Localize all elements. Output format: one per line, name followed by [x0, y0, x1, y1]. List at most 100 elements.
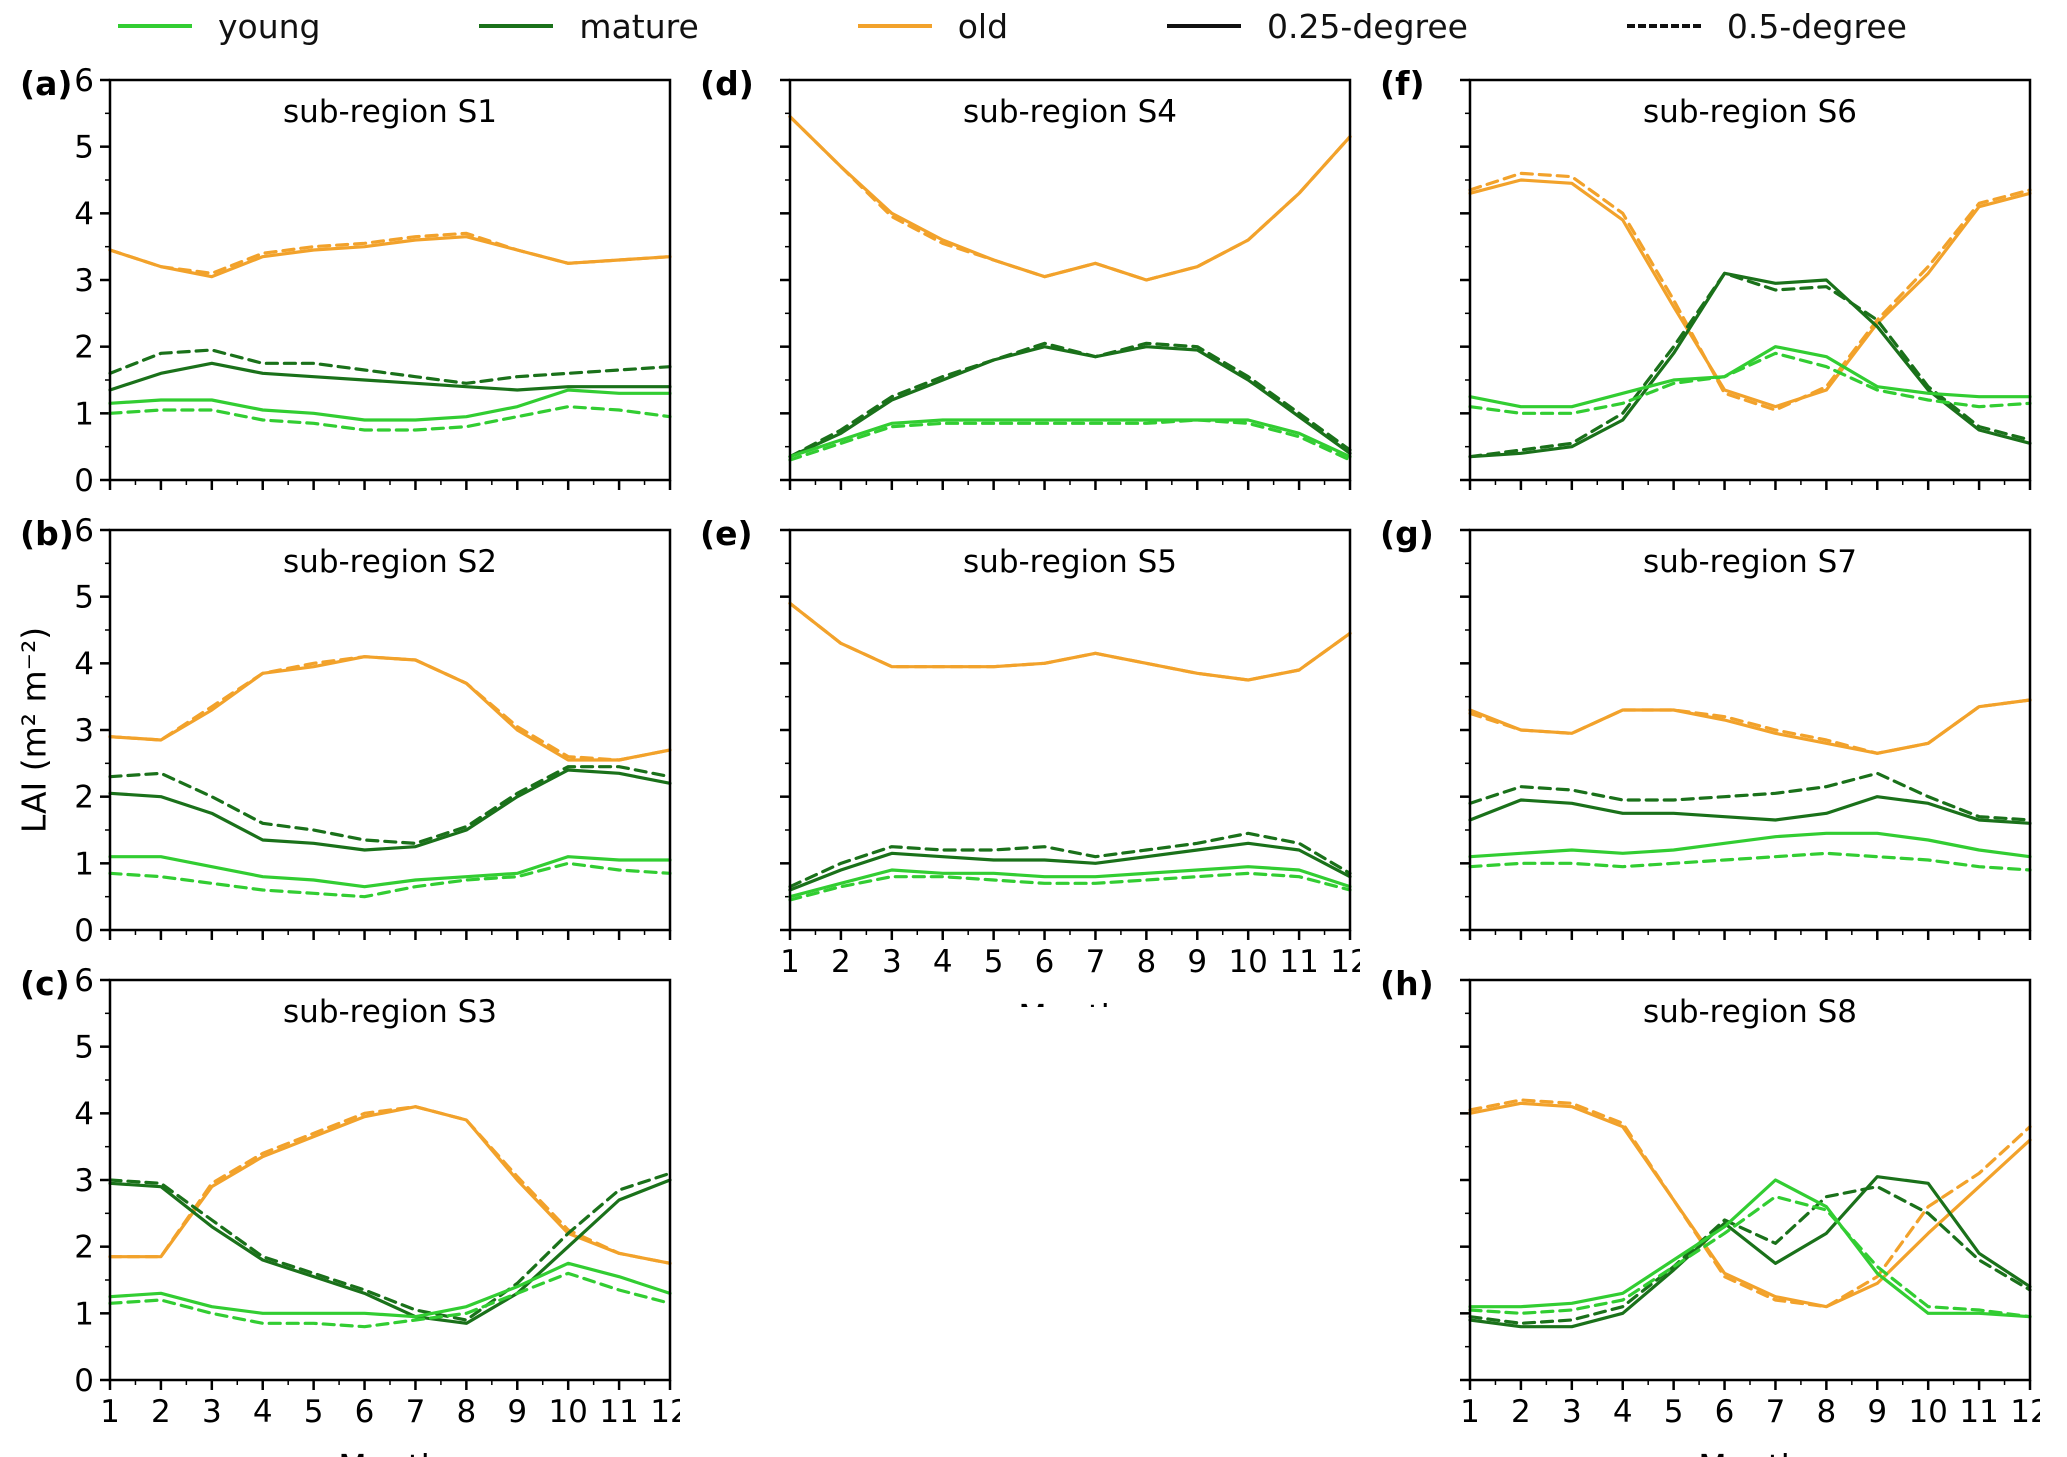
svg-text:5: 5	[984, 944, 1004, 980]
legend-item-young: young	[118, 7, 321, 46]
svg-text:2: 2	[831, 944, 851, 980]
panel-letter-a: (a)	[20, 64, 73, 103]
legend-item-mature: mature	[479, 6, 699, 46]
svg-text:8: 8	[456, 1394, 476, 1430]
panel-title-s6: sub-region S6	[1643, 94, 1857, 130]
panel-letter-h: (h)	[1380, 964, 1434, 1003]
panel-letter-f: (f)	[1380, 64, 1425, 103]
svg-text:9: 9	[1187, 944, 1207, 980]
svg-text:Month: Month	[338, 1447, 441, 1457]
svg-text:Month: Month	[1698, 1447, 1801, 1457]
panel-s1: (a) sub-region S1 0 1 2 3 4 5 6	[20, 50, 680, 500]
panel-s4: (d) sub-region S4	[700, 50, 1360, 500]
svg-text:3: 3	[74, 263, 94, 299]
svg-text:4: 4	[1613, 1394, 1633, 1430]
svg-text:9: 9	[1867, 1394, 1887, 1430]
svg-text:6: 6	[1035, 944, 1055, 980]
svg-text:1: 1	[74, 846, 94, 882]
panel-s6: (f) sub-region S6	[1380, 50, 2040, 500]
old-line-swatch	[857, 24, 932, 28]
panel-s5: (e) sub-region S5 123456789101112Month	[700, 500, 1360, 1007]
svg-text:4: 4	[253, 1394, 273, 1430]
svg-text:10: 10	[1908, 1394, 1947, 1430]
panel-title-s3: sub-region S3	[283, 994, 497, 1030]
svg-text:1: 1	[1460, 1394, 1480, 1430]
line-chart-s1: 0 1 2 3 4 5 6	[74, 63, 672, 499]
line-chart-s7	[1460, 528, 2032, 940]
svg-text:4: 4	[74, 1096, 94, 1132]
panel-title-s2: sub-region S2	[283, 544, 497, 580]
svg-text:2: 2	[151, 1394, 171, 1430]
svg-text:8: 8	[1816, 1394, 1836, 1430]
panel-letter-g: (g)	[1380, 514, 1434, 553]
svg-text:0: 0	[74, 913, 94, 949]
svg-text:10: 10	[1228, 944, 1267, 980]
svg-text:5: 5	[1664, 1394, 1684, 1430]
svg-text:0: 0	[74, 463, 94, 499]
svg-text:6: 6	[1715, 1394, 1735, 1430]
panel-s3: (c) sub-region S3 0 1 2 3 4 5 6 1 2 3 4 5 6 7 8 9 10 11 12…	[20, 950, 680, 1457]
svg-text:6: 6	[74, 963, 94, 999]
svg-text:2: 2	[1511, 1394, 1531, 1430]
line-chart-s2: 0 1 2 3 4 5 6	[74, 513, 672, 949]
panel-title-s7: sub-region S7	[1643, 544, 1857, 580]
svg-text:5: 5	[74, 130, 94, 166]
svg-text:7: 7	[1086, 944, 1106, 980]
svg-text:2: 2	[74, 330, 94, 366]
svg-text:12: 12	[2010, 1394, 2040, 1430]
svg-text:8: 8	[1136, 944, 1156, 980]
svg-text:11: 11	[1959, 1394, 1998, 1430]
legend-label-young: young	[218, 6, 321, 46]
legend-item-half-degree: 0.5-degree	[1626, 6, 1907, 46]
svg-text:4: 4	[933, 944, 953, 980]
svg-text:6: 6	[355, 1394, 375, 1430]
line-chart-s4	[780, 78, 1352, 490]
solid-line-swatch	[1166, 24, 1241, 28]
legend-label-half-degree: 0.5-degree	[1726, 6, 1907, 46]
svg-text:7: 7	[1766, 1394, 1786, 1430]
legend: young mature old 0.25-degree 0.5-degree	[0, 0, 2067, 52]
panel-s8: (h) sub-region S8 123456789101112Month	[1380, 950, 2040, 1457]
svg-text:6: 6	[74, 63, 94, 99]
panel-title-s5: sub-region S5	[963, 544, 1177, 580]
svg-text:Month: Month	[1018, 997, 1121, 1007]
svg-text:3: 3	[74, 1163, 94, 1199]
svg-text:6: 6	[74, 513, 94, 549]
svg-text:12: 12	[650, 1394, 680, 1430]
panel-letter-d: (d)	[700, 64, 754, 103]
dashed-line-swatch	[1626, 24, 1701, 28]
legend-label-old: old	[957, 6, 1009, 46]
panel-title-s4: sub-region S4	[963, 94, 1177, 130]
svg-text:9: 9	[507, 1394, 527, 1430]
panel-letter-e: (e)	[700, 514, 753, 553]
panel-title-s8: sub-region S8	[1643, 994, 1857, 1030]
svg-text:1: 1	[780, 944, 800, 980]
panel-letter-c: (c)	[20, 964, 70, 1003]
panel-s7: (g) sub-region S7	[1380, 500, 2040, 950]
svg-text:7: 7	[406, 1394, 426, 1430]
svg-text:3: 3	[74, 713, 94, 749]
svg-text:3: 3	[202, 1394, 222, 1430]
svg-text:0: 0	[74, 1363, 94, 1399]
line-chart-s8: 123456789101112Month	[1460, 978, 2040, 1457]
svg-text:5: 5	[304, 1394, 324, 1430]
legend-item-old: old	[857, 6, 1009, 46]
panel-s2: (b) sub-region S2 0 1 2 3 4 5 6	[20, 500, 680, 950]
line-chart-s6	[1460, 78, 2032, 490]
svg-text:11: 11	[1279, 944, 1318, 980]
young-line-swatch	[118, 24, 192, 28]
svg-text:2: 2	[74, 1230, 94, 1266]
svg-text:11: 11	[599, 1394, 638, 1430]
line-chart-s3: 0123456123456789101112Month	[74, 963, 680, 1457]
svg-text:4: 4	[74, 646, 94, 682]
legend-label-quarter-degree: 0.25-degree	[1266, 6, 1468, 46]
legend-label-mature: mature	[579, 6, 699, 46]
line-chart-s5: 123456789101112Month	[780, 528, 1360, 1007]
legend-item-quarter-degree: 0.25-degree	[1166, 6, 1468, 46]
svg-text:1: 1	[74, 396, 94, 432]
svg-text:12: 12	[1330, 944, 1360, 980]
svg-text:4: 4	[74, 196, 94, 232]
panel-letter-b: (b)	[20, 514, 74, 553]
panel-title-s1: sub-region S1	[283, 94, 497, 130]
